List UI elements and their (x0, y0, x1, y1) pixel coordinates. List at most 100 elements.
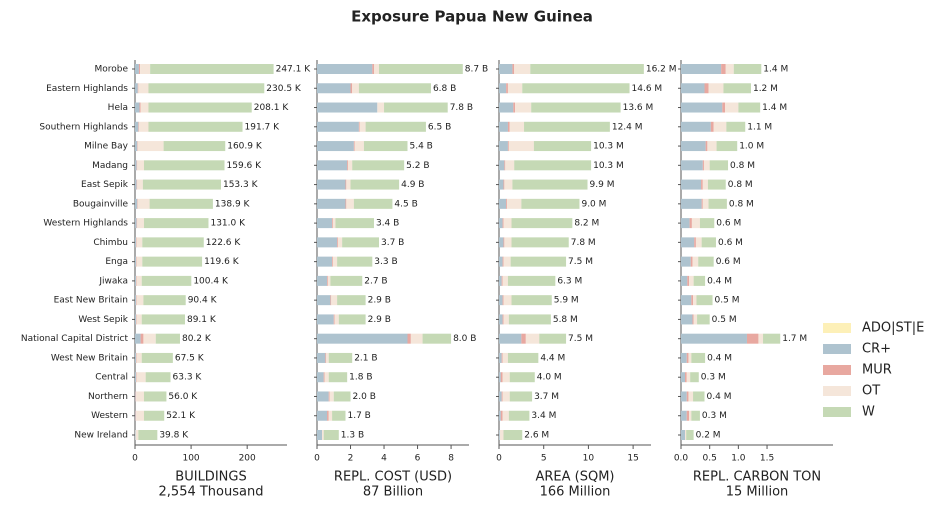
bar-segment (725, 102, 739, 113)
bar-segment (500, 410, 503, 421)
bar-segment (685, 372, 687, 383)
legend-label: W (862, 405, 875, 420)
bar-segment (521, 198, 580, 209)
bar-segment (135, 218, 137, 229)
bar-segment (332, 256, 338, 267)
bar-label: 230.5 K (266, 84, 302, 94)
bar-segment (514, 64, 531, 74)
bar-segment (138, 430, 158, 440)
category-label: East Sepik (81, 180, 129, 190)
bar-label: 0.5 M (712, 315, 737, 325)
bar-segment (689, 410, 692, 421)
bar-label: 4.9 B (401, 180, 424, 190)
bar-segment (136, 256, 137, 267)
bar-segment (135, 64, 139, 74)
bar-segment (512, 64, 515, 74)
bar-label: 0.4 M (707, 392, 732, 402)
bar-label: 1.7 M (782, 334, 807, 344)
bar-segment (384, 102, 448, 113)
bar-label: 8.7 B (465, 65, 488, 75)
bar-segment (317, 372, 324, 383)
bar-segment (686, 391, 689, 402)
bar-segment (698, 256, 714, 267)
category-label: Milne Bay (84, 142, 129, 152)
x-tick-label: 6 (415, 454, 421, 464)
bar-segment (138, 121, 149, 132)
bar-segment (317, 160, 348, 171)
bar-label: 0.6 M (716, 257, 741, 267)
bar-segment (317, 295, 331, 306)
bar-segment (136, 314, 137, 325)
x-tick-label: 0 (496, 454, 502, 464)
bar-segment (135, 102, 140, 113)
bar-segment (422, 333, 452, 344)
bar-segment (501, 391, 503, 402)
bar-label: 2.9 B (368, 315, 391, 325)
bar-segment (373, 64, 380, 74)
bar-label: 4.0 M (537, 373, 562, 383)
bar-segment (372, 64, 374, 74)
legend-swatch (823, 365, 851, 375)
bar-segment (141, 314, 185, 325)
bar-segment (141, 275, 192, 286)
bar-segment (681, 275, 688, 286)
bar-segment (135, 430, 139, 440)
x-tick-label: 1.0 (731, 454, 746, 464)
bar-segment (733, 64, 762, 74)
bar-segment (324, 372, 329, 383)
bar-segment (142, 237, 204, 248)
bar-segment (499, 430, 500, 440)
bar-segment (690, 372, 699, 383)
bar-segment (135, 141, 138, 152)
bar-segment (327, 275, 331, 286)
bar-segment (352, 83, 359, 94)
bar-segment (332, 218, 336, 229)
bar-label: 2.1 B (354, 353, 377, 363)
bar-segment (694, 237, 696, 248)
bar-segment (686, 352, 689, 363)
bar-segment (499, 352, 502, 363)
x-tick-label: 0 (314, 454, 320, 464)
bar-segment (512, 179, 588, 190)
bar-segment (143, 410, 165, 421)
bar-segment (148, 121, 243, 132)
bar-segment (507, 121, 510, 132)
bar-segment (511, 237, 569, 248)
bar-segment (145, 372, 171, 383)
bar-segment (758, 333, 764, 344)
bar-segment (136, 275, 142, 286)
bar-segment (499, 295, 503, 306)
category-label: Chimbu (93, 238, 128, 248)
bar-label: 5.8 M (553, 315, 578, 325)
bar-segment (524, 121, 610, 132)
bar-label: 1.3 B (341, 431, 364, 441)
x-tick-label: 2 (348, 454, 354, 464)
bar-segment (350, 83, 353, 94)
bar-segment (136, 295, 144, 306)
bar-label: 100.4 K (193, 276, 229, 286)
x-tick-label: 0 (132, 454, 138, 464)
bar-segment (708, 198, 727, 209)
bar-segment (143, 333, 156, 344)
bar-segment (681, 314, 693, 325)
bar-segment (407, 333, 411, 344)
bar-segment (499, 430, 504, 440)
bar-segment (135, 352, 137, 363)
bar-segment (499, 64, 513, 74)
x-tick-label: 15 (627, 454, 638, 464)
bar-segment (503, 295, 512, 306)
bar-segment (716, 141, 738, 152)
bar-segment (346, 198, 354, 209)
bar-segment (136, 352, 137, 363)
bar-segment (143, 391, 167, 402)
bar-segment (140, 64, 151, 74)
bar-segment (135, 333, 141, 344)
bar-segment (681, 83, 705, 94)
bar-label: 6.3 M (557, 276, 582, 286)
category-label: Morobe (94, 65, 128, 75)
x-tick-label: 100 (182, 454, 199, 464)
bar-segment (337, 256, 373, 267)
bar-segment (329, 391, 334, 402)
bar-segment (539, 333, 567, 344)
bar-segment (135, 179, 137, 190)
